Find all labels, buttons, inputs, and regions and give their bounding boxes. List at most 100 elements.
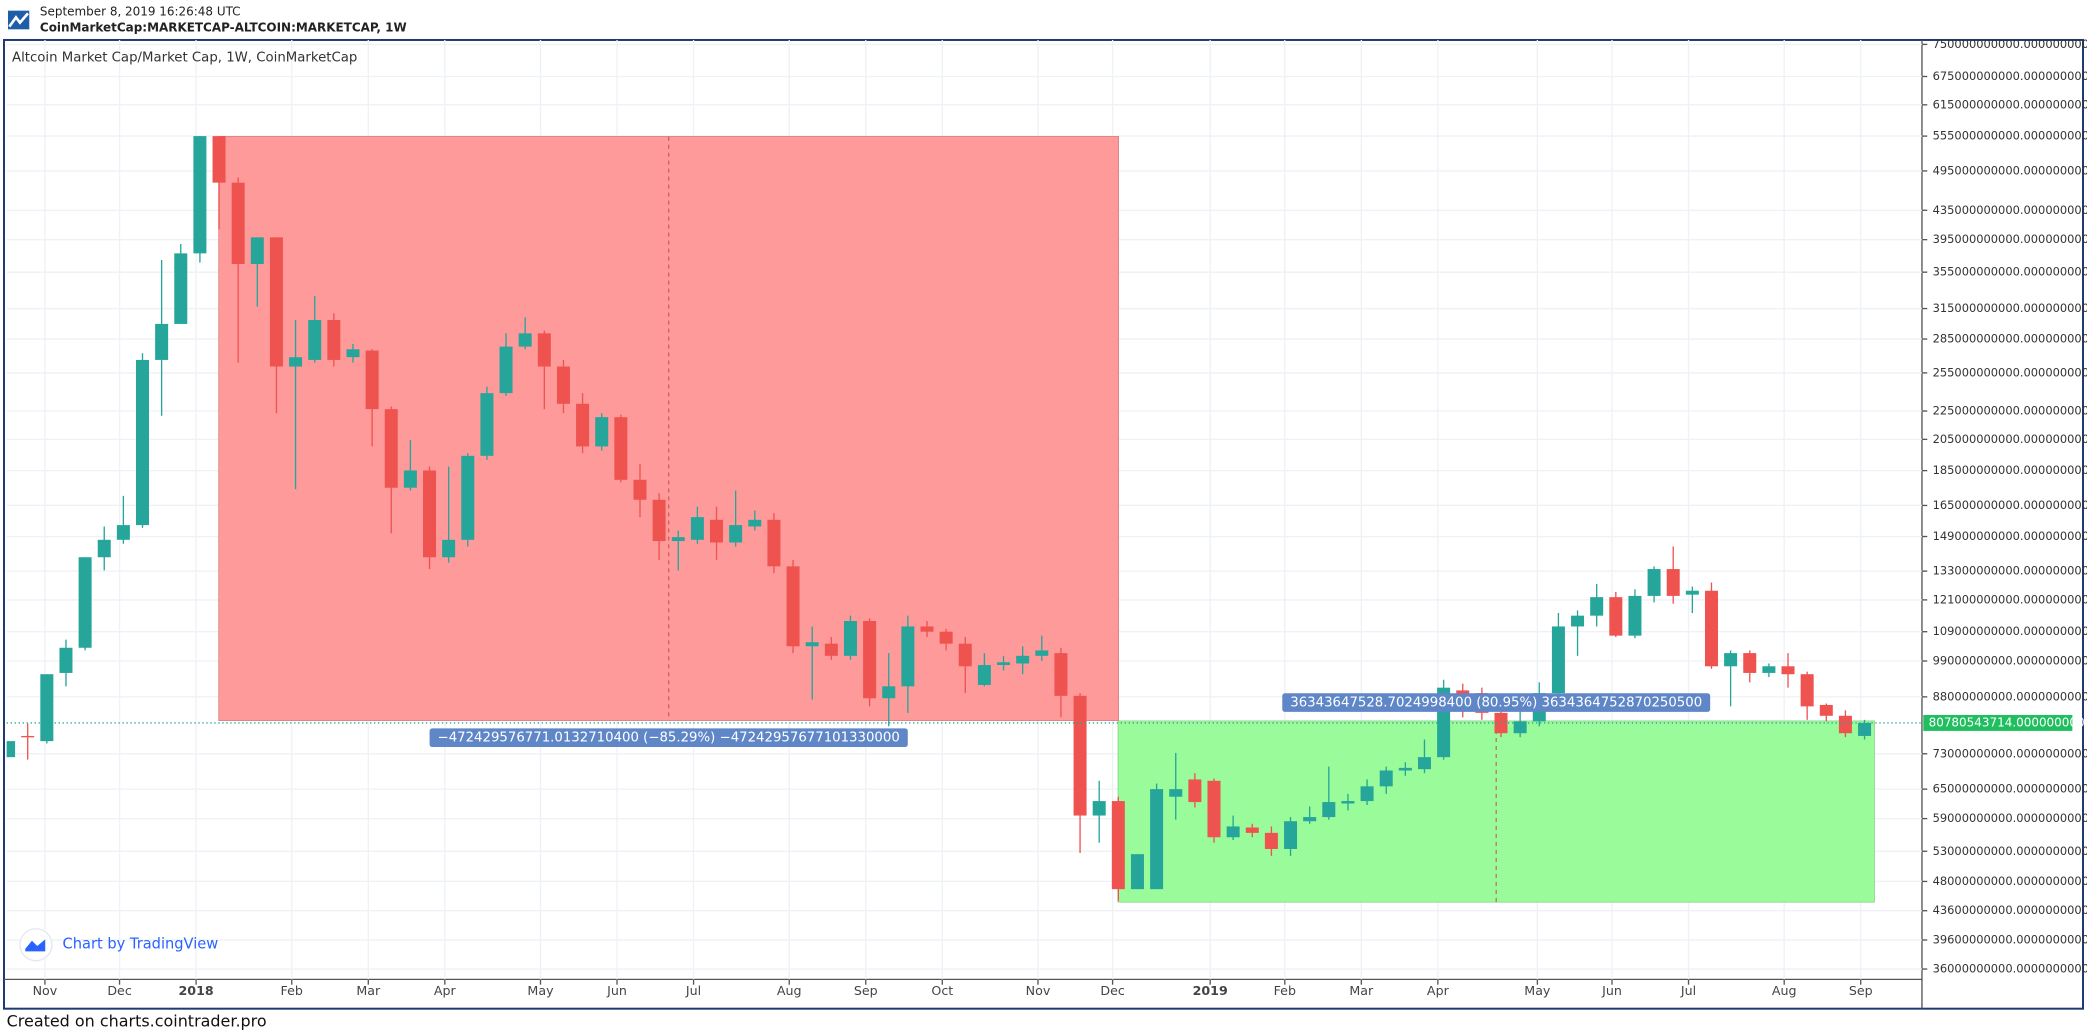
x-tick-label: Nov <box>33 983 58 998</box>
candle-body <box>461 455 475 540</box>
x-tick-label: Jun <box>606 983 627 998</box>
timestamp: September 8, 2019 16:26:48 UTC <box>40 4 241 18</box>
candle-body <box>365 350 379 410</box>
candle-body <box>1838 715 1852 734</box>
chart-title: Altcoin Market Cap/Market Cap, 1W, CoinM… <box>12 50 357 65</box>
candle-body <box>346 349 360 358</box>
candle-body <box>250 237 264 265</box>
y-tick-label: 185000000000.0000000000 <box>1933 463 2087 477</box>
candle-body <box>1111 801 1125 890</box>
y-tick-label: 65000000000.0000000000 <box>1933 782 2087 796</box>
candle-body <box>308 319 322 360</box>
candle-body <box>920 626 934 632</box>
x-tick-label: 2018 <box>178 983 213 998</box>
candle-body <box>1417 757 1431 770</box>
candle-body <box>997 662 1011 666</box>
candle-body <box>882 686 896 699</box>
candle-body <box>1150 789 1164 890</box>
candle-body <box>212 136 226 183</box>
candle-body <box>1188 779 1202 803</box>
candle-body <box>518 333 532 347</box>
x-tick-label: Mar <box>1349 983 1374 998</box>
candle-body <box>767 519 781 567</box>
x-tick-label: Feb <box>1274 983 1296 998</box>
candle-body <box>78 557 92 648</box>
range-label: 36343647528.7024998400 (80.95%) 36343647… <box>1290 696 1702 711</box>
candle-body <box>327 319 341 360</box>
y-tick-label: 149000000000.0000000000 <box>1933 529 2087 543</box>
candle-body <box>423 470 437 558</box>
candle-body <box>289 357 303 367</box>
candle-body <box>174 253 188 324</box>
candle-body <box>499 346 513 394</box>
candle-body <box>1724 653 1738 667</box>
y-tick-label: 355000000000.0000000000 <box>1933 265 2087 279</box>
axes: Nov Dec 2018 Feb Mar Apr May Jun Jul Aug Sep Oct Nov… <box>33 37 2087 998</box>
candle-body <box>1016 655 1030 664</box>
x-tick-label: Oct <box>931 983 953 998</box>
y-tick-label: 109000000000.0000000000 <box>1933 624 2087 638</box>
candle-body <box>1858 722 1872 736</box>
y-tick-label: 225000000000.0000000000 <box>1933 404 2087 418</box>
watermark: Chart by TradingView <box>63 936 219 953</box>
candle-body <box>690 517 704 540</box>
candle-body <box>1073 695 1087 816</box>
candle-body <box>1264 832 1278 849</box>
y-tick-label: 675000000000.0000000000 <box>1933 69 2087 83</box>
candle-body <box>1666 569 1680 596</box>
candle-body <box>1341 801 1355 804</box>
candle-body <box>155 323 169 360</box>
y-tick-label: 750000000000.0000000000 <box>1933 37 2087 51</box>
candle-body <box>1054 653 1068 696</box>
last-price-label: 80780543714.0000000000 <box>1929 715 2087 729</box>
candle-body <box>652 499 666 542</box>
x-tick-label: Apr <box>434 983 457 998</box>
x-tick-label: Jul <box>685 983 701 998</box>
candle-body <box>1226 826 1240 838</box>
candle-body <box>1130 854 1144 890</box>
candle-body <box>1781 666 1795 675</box>
y-tick-label: 133000000000.0000000000 <box>1933 564 2087 578</box>
candle-body <box>1245 827 1259 833</box>
y-tick-label: 88000000000.0000000000 <box>1933 689 2087 703</box>
y-tick-label: 59000000000.0000000000 <box>1933 811 2087 825</box>
candle-body <box>824 643 838 656</box>
candle-body <box>537 333 551 367</box>
y-tick-label: 395000000000.0000000000 <box>1933 232 2087 246</box>
y-tick-label: 39600000000.0000000000 <box>1933 933 2087 947</box>
y-tick-label: 121000000000.0000000000 <box>1933 592 2087 606</box>
candle-body <box>1800 674 1814 707</box>
candle-body <box>442 539 456 558</box>
x-tick-label: 2019 <box>1193 983 1228 998</box>
plot-area <box>6 136 1922 903</box>
candle-body <box>116 525 130 540</box>
candle-body <box>939 631 953 644</box>
candle-body <box>1207 780 1221 838</box>
range-label: −472429576771.0132710400 (−85.29%) −4724… <box>438 731 900 746</box>
range-label-bg <box>1282 693 1711 712</box>
candle-body <box>403 470 417 488</box>
y-tick-label: 435000000000.0000000000 <box>1933 203 2087 217</box>
candle-body <box>1590 597 1604 616</box>
y-tick-label: 53000000000.0000000000 <box>1933 844 2087 858</box>
x-tick-label: May <box>527 983 554 998</box>
candle-body <box>1685 590 1699 595</box>
y-tick-label: 36000000000.0000000000 <box>1933 962 2087 976</box>
candle-body <box>576 403 590 447</box>
candle-body <box>40 674 54 742</box>
candle-body <box>480 393 494 456</box>
candle-body <box>1456 690 1470 695</box>
x-tick-label: Aug <box>1772 983 1797 998</box>
candle-body <box>59 647 73 673</box>
candle-body <box>863 621 877 699</box>
candle-body <box>1303 817 1317 822</box>
candle-body <box>97 539 111 558</box>
candle-body <box>1551 626 1565 694</box>
logo <box>7 10 30 30</box>
x-tick-label: Dec <box>1100 983 1124 998</box>
x-tick-label: Feb <box>281 983 303 998</box>
candle-body <box>958 643 972 667</box>
y-tick-label: 495000000000.0000000000 <box>1933 163 2087 177</box>
candle-body <box>595 417 609 447</box>
